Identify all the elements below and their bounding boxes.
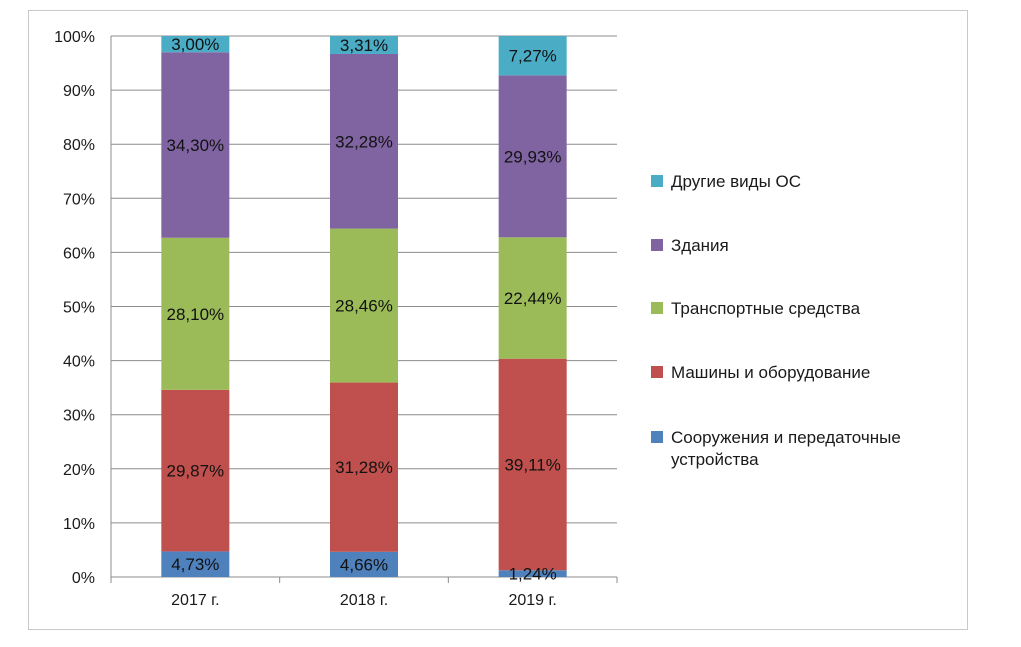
y-tick-label: 10%	[63, 516, 95, 533]
x-tick-label: 2019 г.	[508, 592, 556, 609]
bar-segment	[161, 237, 230, 390]
bar-segment	[330, 551, 398, 577]
bar-segment	[161, 52, 230, 238]
bar-segment	[498, 237, 567, 359]
bar-segment	[330, 36, 398, 54]
legend-swatch	[651, 302, 663, 314]
data-label: 4,73%	[171, 555, 219, 574]
data-label: 28,46%	[335, 297, 393, 316]
legend-swatch	[651, 175, 663, 187]
data-label: 39,11%	[504, 455, 560, 474]
y-tick-label: 100%	[54, 29, 95, 46]
data-label: 3,31%	[340, 36, 388, 55]
y-tick-label: 70%	[63, 191, 95, 208]
data-label: 28,10%	[166, 305, 224, 324]
data-label: 22,44%	[504, 289, 562, 308]
bar-segment	[498, 570, 567, 577]
legend-label: Машины и оборудование	[671, 363, 870, 382]
legend-swatch	[651, 366, 663, 378]
legend-swatch	[651, 431, 663, 443]
data-label: 29,93%	[504, 147, 562, 166]
legend-label: Другие виды ОС	[671, 172, 801, 191]
data-label: 32,28%	[335, 132, 393, 151]
y-tick-label: 30%	[63, 408, 95, 425]
legend-label: Сооружения и передаточные устройства	[671, 428, 901, 469]
data-label: 29,87%	[166, 462, 224, 481]
bar-segment	[498, 36, 567, 76]
y-tick-label: 90%	[63, 83, 95, 100]
y-tick-label: 80%	[63, 137, 95, 154]
legend: Другие виды ОС Здания Транспортные средств…	[651, 172, 901, 469]
bars	[161, 36, 567, 577]
data-label: 34,30%	[166, 136, 224, 155]
y-tick-label: 40%	[63, 354, 95, 371]
y-tick-label: 50%	[63, 300, 95, 317]
legend-label: Транспортные средства	[671, 299, 861, 318]
bar-segment	[161, 551, 230, 577]
x-tick-label: 2018 г.	[340, 592, 388, 609]
legend-swatch	[651, 239, 663, 251]
bar-segment	[498, 75, 567, 238]
y-tick-label: 0%	[72, 570, 95, 587]
data-label: 4,66%	[340, 555, 388, 574]
stacked-bar-chart: 0% 10% 20% 30% 40% 50% 60% 70% 80% 90% 100% 2017 г.…	[54, 29, 901, 609]
bar-segment	[161, 36, 230, 53]
data-label: 3,00%	[171, 35, 219, 54]
data-label: 31,28%	[335, 458, 393, 477]
y-tick-label: 60%	[63, 245, 95, 262]
legend-label: Здания	[671, 236, 729, 255]
bar-segment	[161, 389, 230, 552]
bar-segment	[330, 382, 398, 552]
bar-segment	[330, 53, 398, 229]
y-tick-label: 20%	[63, 462, 95, 479]
chart-frame: 0% 10% 20% 30% 40% 50% 60% 70% 80% 90% 100% 2017 г.…	[28, 10, 968, 630]
data-label: 1,24%	[509, 565, 557, 584]
x-tick-label: 2017 г.	[171, 592, 219, 609]
bar-segment	[498, 358, 567, 571]
data-labels: 4,73% 29,87% 28,10% 34,30% 3,00% 4,66% 31,28% 2…	[166, 35, 561, 584]
bar-segment	[330, 228, 398, 383]
data-label: 7,27%	[509, 47, 557, 66]
